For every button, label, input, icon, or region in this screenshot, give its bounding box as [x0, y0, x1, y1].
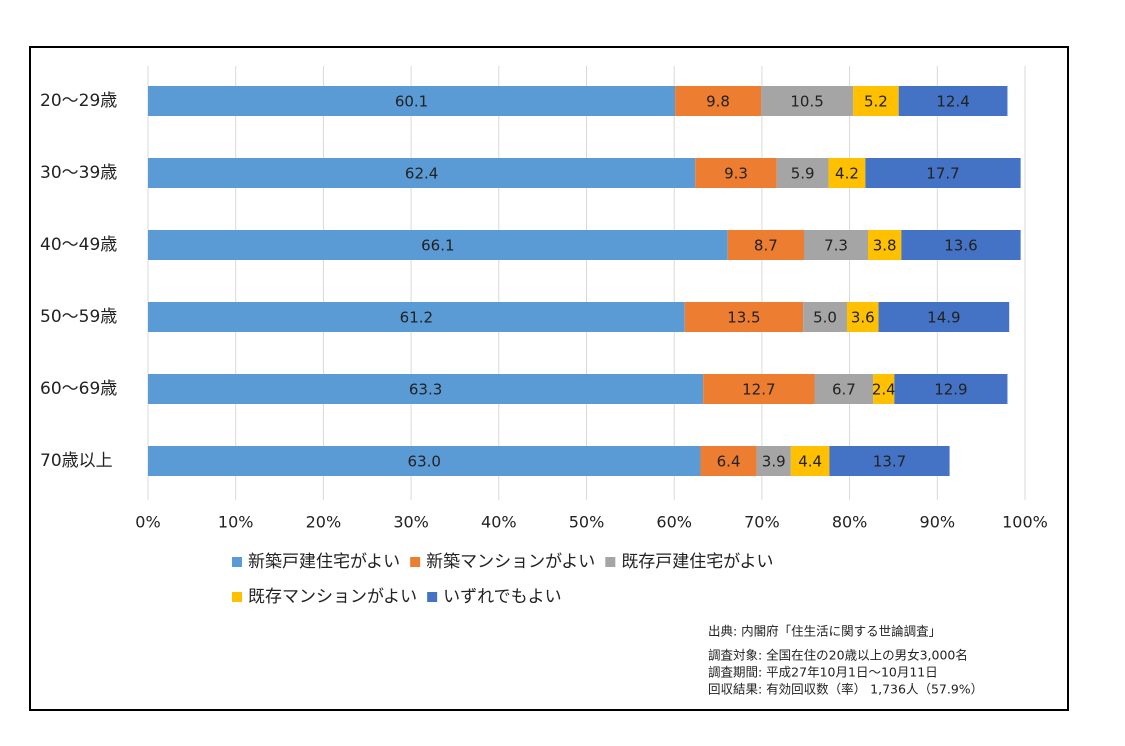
- bar-segment: [148, 230, 728, 260]
- legend-label: 既存戸建住宅がよい: [621, 552, 773, 572]
- data-label: 10.5: [790, 93, 823, 111]
- bar-segment: [865, 158, 1021, 188]
- data-label: 4.2: [835, 165, 859, 183]
- data-label: 12.9: [934, 381, 967, 399]
- legend-label: 既存マンションがよい: [248, 587, 417, 607]
- source-note: 調査期間: 平成27年10月1日～10月11日: [708, 665, 938, 680]
- legend-swatch: [232, 592, 242, 602]
- data-label: 3.8: [873, 237, 897, 255]
- bar-segment: [901, 230, 1021, 260]
- bar-segment: [894, 374, 1008, 404]
- data-label: 6.4: [717, 453, 741, 471]
- data-label: 17.7: [926, 165, 959, 183]
- source-note: 回収結果: 有効回収数（率） 1,736人（57.9%）: [708, 682, 983, 697]
- y-tick-label: 70歳以上: [40, 451, 113, 471]
- bar-segment: [803, 230, 869, 260]
- legend-label: いずれでもよい: [443, 587, 562, 607]
- data-label: 12.7: [742, 381, 775, 399]
- data-label: 63.3: [409, 381, 442, 399]
- x-tick-label: 90%: [920, 513, 956, 532]
- data-label: 3.6: [851, 309, 875, 327]
- bar-segment: [898, 86, 1008, 116]
- data-label: 8.7: [754, 237, 778, 255]
- bar-segment: [148, 374, 704, 404]
- data-label: 62.4: [405, 165, 438, 183]
- bar-segment: [148, 302, 685, 332]
- bar-segment: [684, 302, 804, 332]
- y-tick-label: 60～69歳: [40, 379, 117, 399]
- legend-label: 新築戸建住宅がよい: [248, 552, 400, 572]
- bar-segment: [776, 158, 829, 188]
- legend-swatch: [605, 557, 616, 567]
- x-tick-label: 30%: [393, 513, 429, 532]
- data-label: 9.3: [724, 165, 748, 183]
- bar-segment: [695, 158, 777, 188]
- data-label: 6.7: [832, 381, 856, 399]
- bar-segment: [148, 158, 696, 188]
- data-label: 60.1: [395, 93, 428, 111]
- bar-segment: [803, 302, 847, 332]
- bar-segment: [148, 86, 676, 116]
- bar-segment: [700, 446, 757, 476]
- data-label: 4.4: [798, 453, 822, 471]
- x-tick-label: 40%: [481, 513, 517, 532]
- source-note: 調査対象: 全国在住の20歳以上の男女3,000名: [708, 648, 968, 663]
- y-tick-label: 30～39歳: [40, 163, 117, 183]
- bar-segment: [703, 374, 815, 404]
- x-tick-label: 0%: [135, 513, 160, 532]
- x-tick-label: 50%: [569, 513, 605, 532]
- bar-segment: [148, 446, 701, 476]
- bar-segment: [873, 374, 895, 404]
- legend-swatch: [410, 557, 421, 567]
- data-label: 3.9: [762, 453, 786, 471]
- data-label: 13.6: [944, 237, 977, 255]
- bar-segment: [675, 86, 762, 116]
- data-label: 7.3: [824, 237, 848, 255]
- data-label: 14.9: [927, 309, 960, 327]
- bar-segment: [761, 86, 854, 116]
- legend-swatch: [427, 592, 438, 602]
- x-tick-label: 60%: [656, 513, 692, 532]
- legend-swatch: [232, 557, 242, 567]
- data-label: 12.4: [936, 93, 969, 111]
- y-tick-label: 20～29歳: [40, 91, 117, 111]
- bar-segment: [814, 374, 874, 404]
- data-label: 5.9: [791, 165, 815, 183]
- data-label: 9.8: [706, 93, 730, 111]
- y-tick-label: 50～59歳: [40, 307, 117, 327]
- y-tick-label: 40～49歳: [40, 235, 117, 255]
- legend-label: 新築マンションがよい: [426, 552, 595, 572]
- bar-segment: [756, 446, 791, 476]
- bar-segment: [828, 158, 866, 188]
- bar-segment: [829, 446, 950, 476]
- data-label: 13.5: [727, 309, 760, 327]
- bar-segment: [853, 86, 899, 116]
- data-label: 61.2: [400, 309, 433, 327]
- bar-segment: [846, 302, 879, 332]
- data-label: 63.0: [408, 453, 441, 471]
- x-tick-label: 20%: [306, 513, 342, 532]
- bar-segment: [727, 230, 804, 260]
- bar-segment: [878, 302, 1010, 332]
- bar-segment: [790, 446, 830, 476]
- data-label: 5.0: [813, 309, 837, 327]
- data-label: 5.2: [864, 93, 888, 111]
- x-tick-label: 10%: [218, 513, 254, 532]
- data-label: 13.7: [873, 453, 906, 471]
- data-label: 2.4: [872, 381, 896, 399]
- source-note: 出典: 内閣府「住生活に関する世論調査」: [708, 624, 941, 639]
- bar-segment: [868, 230, 902, 260]
- x-tick-label: 70%: [744, 513, 780, 532]
- x-tick-label: 100%: [1002, 513, 1048, 532]
- data-label: 66.1: [421, 237, 454, 255]
- x-tick-label: 80%: [832, 513, 868, 532]
